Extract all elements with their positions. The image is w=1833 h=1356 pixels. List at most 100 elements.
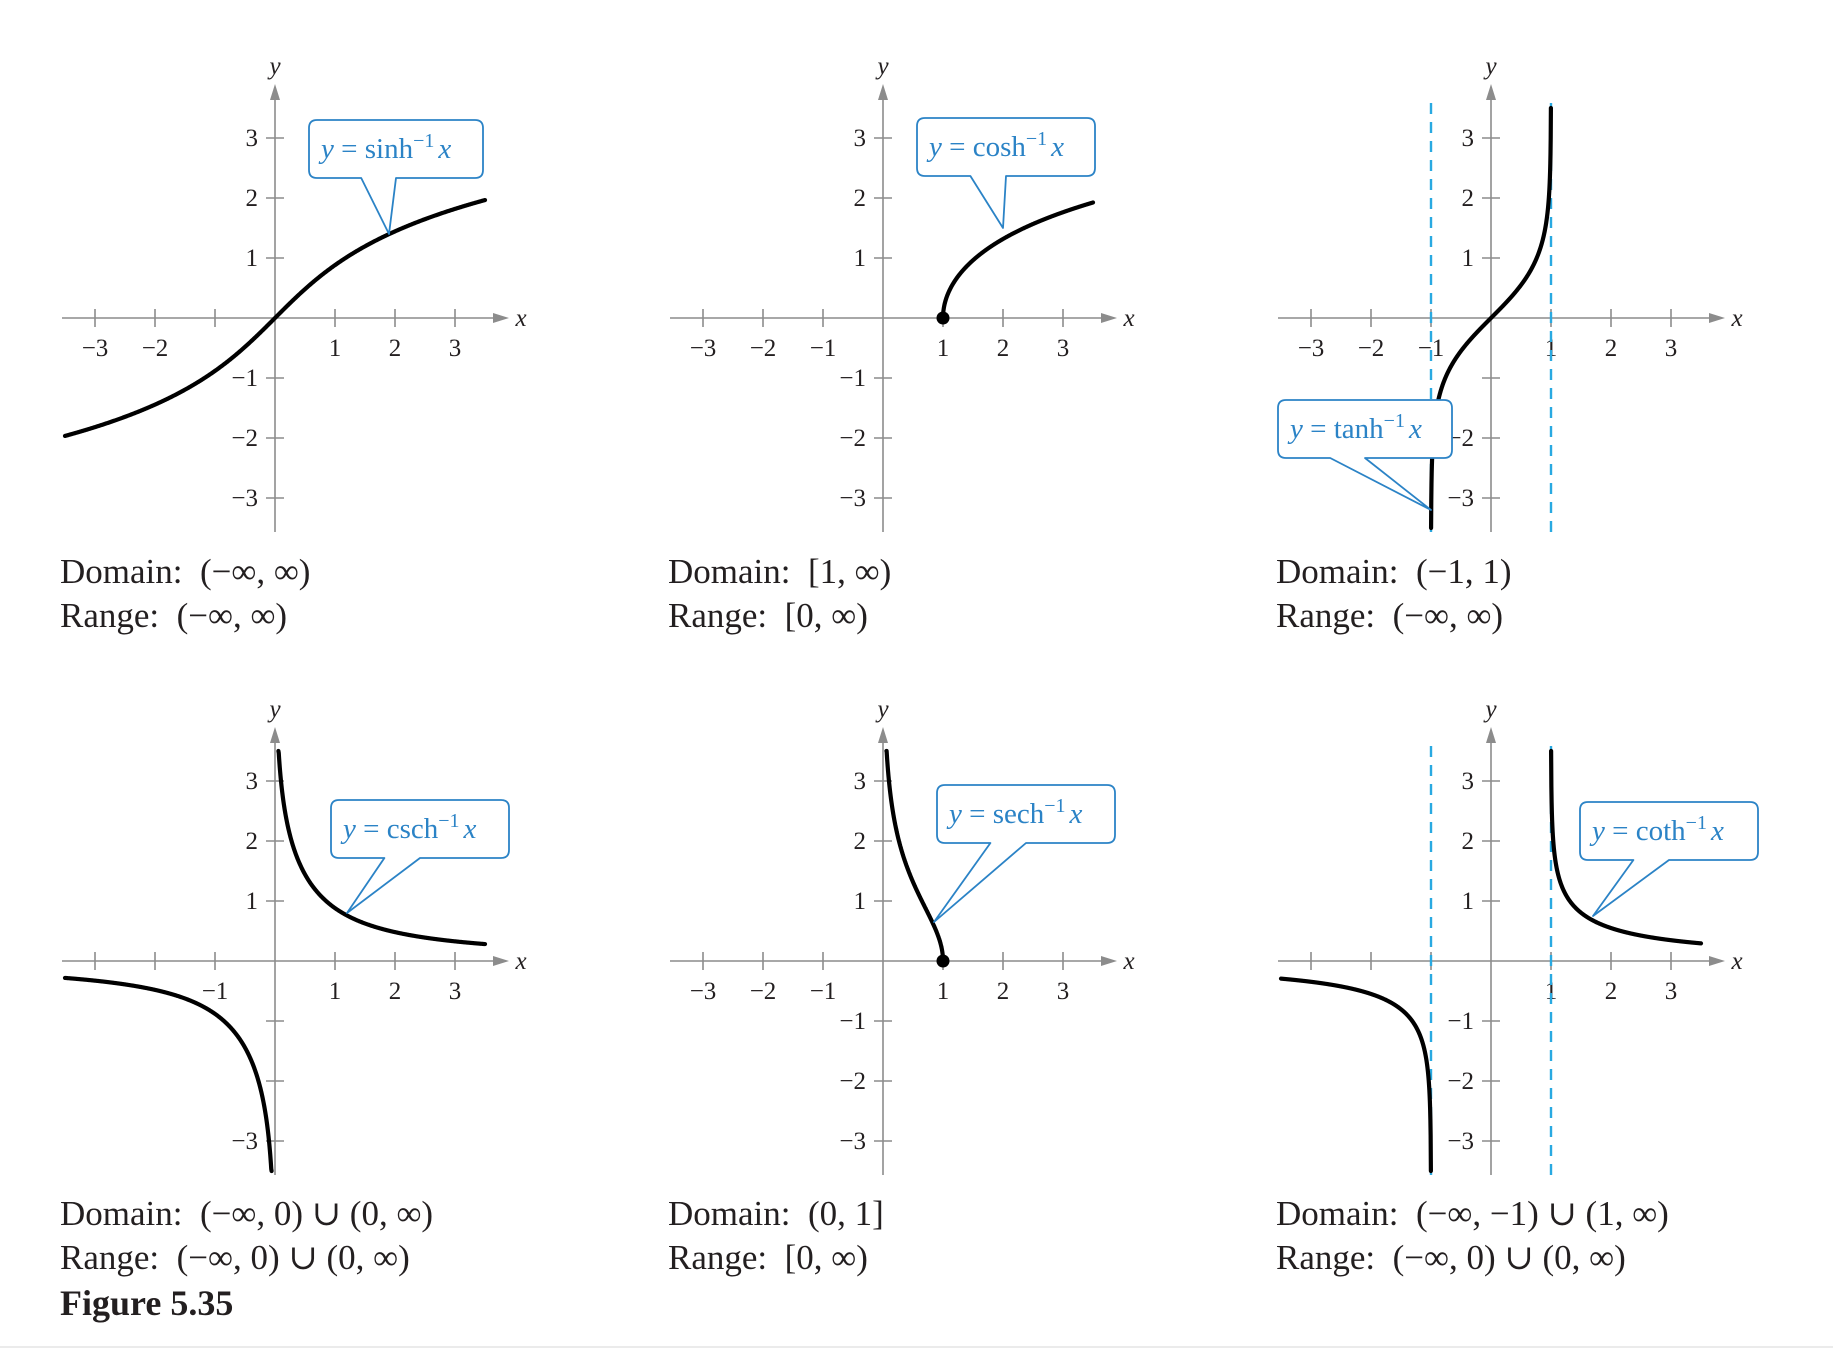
range-label: Range:	[60, 596, 160, 635]
y-axis-label: y	[266, 696, 281, 723]
range-label: Range:	[1276, 1238, 1376, 1277]
domain-label: Domain:	[668, 1194, 791, 1233]
endpoint-marker	[936, 954, 950, 968]
y-tick-label: 2	[854, 185, 867, 212]
y-axis-arrow	[878, 727, 888, 743]
y-axis-arrow	[1486, 727, 1496, 743]
domain-label: Domain:	[1276, 552, 1399, 591]
y-axis-label: y	[1482, 53, 1497, 80]
y-axis-label: y	[266, 53, 281, 80]
y-axis-arrow	[270, 727, 280, 743]
domain-value: (−∞, −1) ∪ (1, ∞)	[1415, 1194, 1669, 1233]
range-text-sech: Range: [0, ∞)	[668, 1236, 884, 1280]
callout-label: y = cosh−1 x	[926, 128, 1064, 163]
x-axis-label: x	[1122, 305, 1134, 332]
x-tick-label: 3	[1057, 335, 1070, 362]
figure-label: Figure 5.35	[60, 1283, 234, 1323]
y-tick-label: −2	[231, 425, 258, 452]
x-tick-label: 1	[329, 335, 342, 362]
domain-value: (−1, 1)	[1415, 552, 1512, 591]
y-tick-label: −2	[839, 1068, 866, 1095]
y-tick-label: 3	[246, 768, 259, 795]
x-tick-label: 2	[997, 335, 1010, 362]
x-axis-arrow	[1101, 313, 1117, 323]
caption-coth: Domain: (−∞, −1) ∪ (1, ∞) Range: (−∞, 0)…	[1276, 1192, 1669, 1280]
y-tick-label: −3	[1447, 485, 1474, 512]
domain-label: Domain:	[668, 552, 791, 591]
range-label: Range:	[668, 1238, 768, 1277]
y-tick-label: 1	[1462, 888, 1475, 915]
range-text-csch: Range: (−∞, 0) ∪ (0, ∞)	[60, 1236, 433, 1280]
chart-sech: x y −3 −2 −1 1 2 3 −3 −2 −1 1 2 3 y = sech−1 x	[670, 696, 1135, 1175]
y-tick-label: −2	[1447, 1068, 1474, 1095]
x-axis-arrow	[1709, 956, 1725, 966]
domain-label: Domain:	[1276, 1194, 1399, 1233]
y-tick-label: −2	[839, 425, 866, 452]
x-tick-label: 1	[1545, 978, 1558, 1005]
domain-value: [1, ∞)	[807, 552, 892, 591]
chart-sinh: x y −3 −2 1 2 3 −3 −2 −1 1 2 3 y = sinh−1 x	[62, 53, 527, 532]
x-tick-label: −3	[690, 335, 717, 362]
x-axis-label: x	[514, 305, 526, 332]
x-tick-label: 2	[1605, 978, 1618, 1005]
caption-tanh: Domain: (−1, 1) Range: (−∞, ∞)	[1276, 550, 1512, 638]
range-text-sinh: Range: (−∞, ∞)	[60, 594, 310, 638]
callout-label: y = sinh−1 x	[318, 130, 451, 165]
range-value: (−∞, 0) ∪ (0, ∞)	[1392, 1238, 1626, 1277]
y-tick-label: 1	[854, 888, 867, 915]
x-axis-label: x	[1730, 948, 1742, 975]
x-tick-label: −1	[202, 978, 229, 1005]
y-tick-label: −1	[839, 365, 866, 392]
x-tick-label: 3	[449, 335, 462, 362]
x-tick-label: 1	[329, 978, 342, 1005]
y-tick-label: −3	[839, 1128, 866, 1155]
endpoint-marker	[936, 311, 950, 325]
range-value: [0, ∞)	[784, 1238, 868, 1277]
callout-bubble	[1579, 801, 1759, 917]
range-text-coth: Range: (−∞, 0) ∪ (0, ∞)	[1276, 1236, 1669, 1280]
curve-series	[62, 197, 488, 439]
y-tick-label: 2	[246, 828, 259, 855]
curve-series	[884, 748, 946, 964]
chart-csch: x y −1 1 2 3 −3 1 2 3 y = csch−1 x	[62, 696, 527, 1175]
y-tick-label: 2	[1462, 828, 1475, 855]
range-label: Range:	[60, 1238, 160, 1277]
y-tick-label: 2	[1462, 185, 1475, 212]
y-axis-label: y	[1482, 696, 1497, 723]
domain-text-coth: Domain: (−∞, −1) ∪ (1, ∞)	[1276, 1192, 1669, 1236]
domain-label: Domain:	[60, 552, 183, 591]
callout-label: y = sech−1 x	[946, 795, 1083, 830]
callout-bubble	[933, 784, 1116, 923]
callout-label: y = coth−1 x	[1589, 812, 1724, 847]
x-tick-label: −3	[1298, 335, 1325, 362]
x-axis-arrow	[1101, 956, 1117, 966]
range-text-tanh: Range: (−∞, ∞)	[1276, 594, 1512, 638]
x-tick-label: −2	[750, 335, 777, 362]
y-tick-label: 1	[854, 245, 867, 272]
chart-cosh: x y −3 −2 −1 1 2 3 −3 −2 −1 1 2 3 y = cosh−1 x	[670, 53, 1135, 532]
x-tick-label: 3	[449, 978, 462, 1005]
y-tick-label: 2	[854, 828, 867, 855]
x-tick-label: −1	[810, 335, 837, 362]
range-value: (−∞, 0) ∪ (0, ∞)	[176, 1238, 410, 1277]
y-axis-arrow	[878, 84, 888, 100]
range-text-cosh: Range: [0, ∞)	[668, 594, 891, 638]
x-tick-label: −3	[690, 978, 717, 1005]
y-tick-label: −3	[231, 1128, 258, 1155]
x-tick-label: 3	[1665, 978, 1678, 1005]
caption-sinh: Domain: (−∞, ∞) Range: (−∞, ∞)	[60, 550, 310, 638]
curve-series	[1278, 976, 1433, 1174]
x-axis-arrow	[493, 956, 509, 966]
y-tick-label: 1	[246, 888, 259, 915]
y-tick-label: 2	[246, 185, 259, 212]
domain-label: Domain:	[60, 1194, 183, 1233]
domain-text-sech: Domain: (0, 1]	[668, 1192, 884, 1236]
y-tick-label: −1	[231, 365, 258, 392]
x-tick-label: 2	[389, 978, 402, 1005]
x-tick-label: 2	[389, 335, 402, 362]
y-tick-label: −3	[839, 485, 866, 512]
x-tick-label: −1	[810, 978, 837, 1005]
x-tick-label: −2	[750, 978, 777, 1005]
caption-sech: Domain: (0, 1] Range: [0, ∞)	[668, 1192, 884, 1280]
